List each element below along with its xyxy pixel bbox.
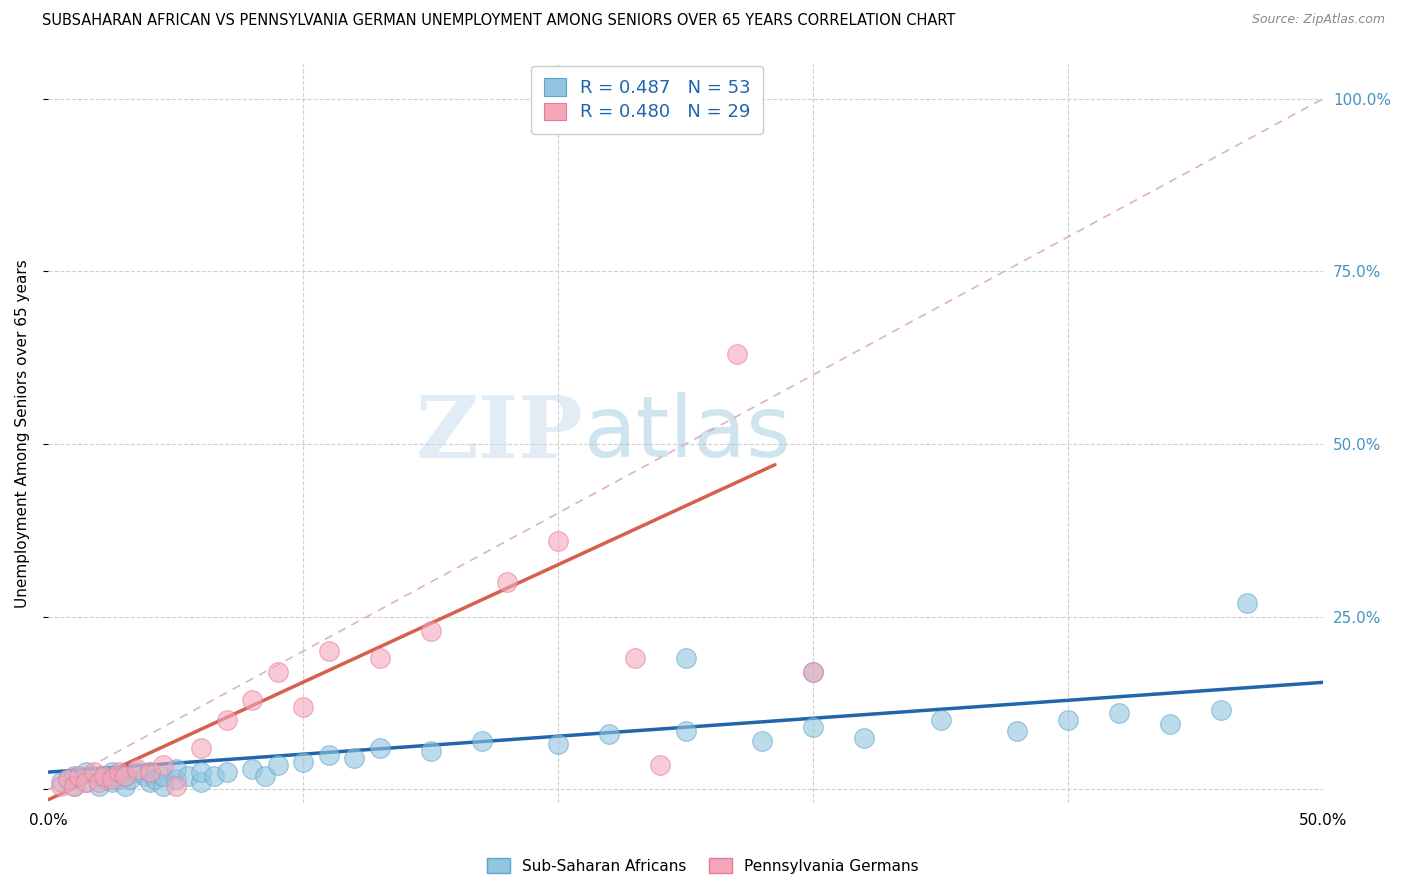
Point bbox=[266, 665, 288, 679]
Text: SUBSAHARAN AFRICAN VS PENNSYLVANIA GERMAN UNEMPLOYMENT AMONG SENIORS OVER 65 YEA: SUBSAHARAN AFRICAN VS PENNSYLVANIA GERMA… bbox=[42, 13, 956, 29]
Point bbox=[419, 744, 441, 758]
Point bbox=[725, 347, 748, 361]
Point bbox=[165, 779, 187, 793]
Point bbox=[650, 758, 672, 772]
Point bbox=[118, 772, 141, 786]
Text: Source: ZipAtlas.com: Source: ZipAtlas.com bbox=[1251, 13, 1385, 27]
Point bbox=[93, 772, 115, 786]
Point bbox=[190, 765, 212, 780]
Point bbox=[1108, 706, 1130, 721]
Point bbox=[343, 751, 366, 765]
Point bbox=[292, 755, 315, 769]
Point bbox=[93, 768, 115, 782]
Point bbox=[675, 723, 697, 738]
Point bbox=[1005, 723, 1028, 738]
Point bbox=[87, 779, 110, 793]
Point bbox=[1159, 716, 1181, 731]
Point bbox=[101, 772, 124, 786]
Point bbox=[318, 747, 340, 762]
Point bbox=[1236, 596, 1258, 610]
Point bbox=[108, 765, 131, 780]
Point bbox=[177, 768, 200, 782]
Point bbox=[547, 533, 569, 548]
Point bbox=[496, 575, 519, 590]
Point bbox=[240, 762, 263, 776]
Point bbox=[101, 765, 124, 780]
Point bbox=[127, 762, 149, 776]
Point bbox=[190, 775, 212, 789]
Point bbox=[165, 762, 187, 776]
Point bbox=[419, 624, 441, 638]
Point bbox=[368, 651, 391, 665]
Point bbox=[292, 699, 315, 714]
Point bbox=[83, 765, 105, 780]
Point bbox=[62, 779, 84, 793]
Point bbox=[240, 692, 263, 706]
Point bbox=[114, 768, 136, 782]
Point bbox=[134, 768, 156, 782]
Point bbox=[929, 714, 952, 728]
Point bbox=[253, 768, 276, 782]
Point bbox=[139, 765, 162, 780]
Point bbox=[139, 765, 162, 780]
Point bbox=[67, 768, 90, 782]
Point bbox=[75, 775, 97, 789]
Point bbox=[87, 775, 110, 789]
Point bbox=[547, 738, 569, 752]
Point bbox=[801, 665, 824, 679]
Point bbox=[368, 741, 391, 756]
Point bbox=[152, 768, 174, 782]
Point bbox=[215, 765, 238, 780]
Point bbox=[75, 765, 97, 780]
Point bbox=[114, 768, 136, 782]
Point bbox=[266, 758, 288, 772]
Point bbox=[1057, 714, 1080, 728]
Point bbox=[58, 772, 80, 786]
Point bbox=[215, 714, 238, 728]
Point bbox=[152, 758, 174, 772]
Point bbox=[139, 775, 162, 789]
Point bbox=[152, 779, 174, 793]
Text: atlas: atlas bbox=[583, 392, 792, 475]
Point bbox=[49, 779, 72, 793]
Point bbox=[190, 741, 212, 756]
Legend: R = 0.487   N = 53, R = 0.480   N = 29: R = 0.487 N = 53, R = 0.480 N = 29 bbox=[531, 66, 763, 134]
Point bbox=[114, 779, 136, 793]
Point bbox=[853, 731, 876, 745]
Point bbox=[801, 665, 824, 679]
Y-axis label: Unemployment Among Seniors over 65 years: Unemployment Among Seniors over 65 years bbox=[15, 260, 30, 608]
Point bbox=[62, 779, 84, 793]
Point bbox=[801, 720, 824, 734]
Point bbox=[75, 775, 97, 789]
Point bbox=[598, 727, 620, 741]
Point bbox=[87, 768, 110, 782]
Point bbox=[58, 772, 80, 786]
Point bbox=[318, 644, 340, 658]
Point bbox=[202, 768, 225, 782]
Point bbox=[1211, 703, 1233, 717]
Point bbox=[143, 772, 166, 786]
Point bbox=[108, 772, 131, 786]
Point bbox=[471, 734, 494, 748]
Point bbox=[62, 768, 84, 782]
Point bbox=[623, 651, 645, 665]
Point bbox=[675, 651, 697, 665]
Point bbox=[127, 765, 149, 780]
Point bbox=[751, 734, 773, 748]
Legend: Sub-Saharan Africans, Pennsylvania Germans: Sub-Saharan Africans, Pennsylvania Germa… bbox=[481, 852, 925, 880]
Point bbox=[165, 772, 187, 786]
Point bbox=[49, 775, 72, 789]
Point bbox=[101, 775, 124, 789]
Text: ZIP: ZIP bbox=[416, 392, 583, 475]
